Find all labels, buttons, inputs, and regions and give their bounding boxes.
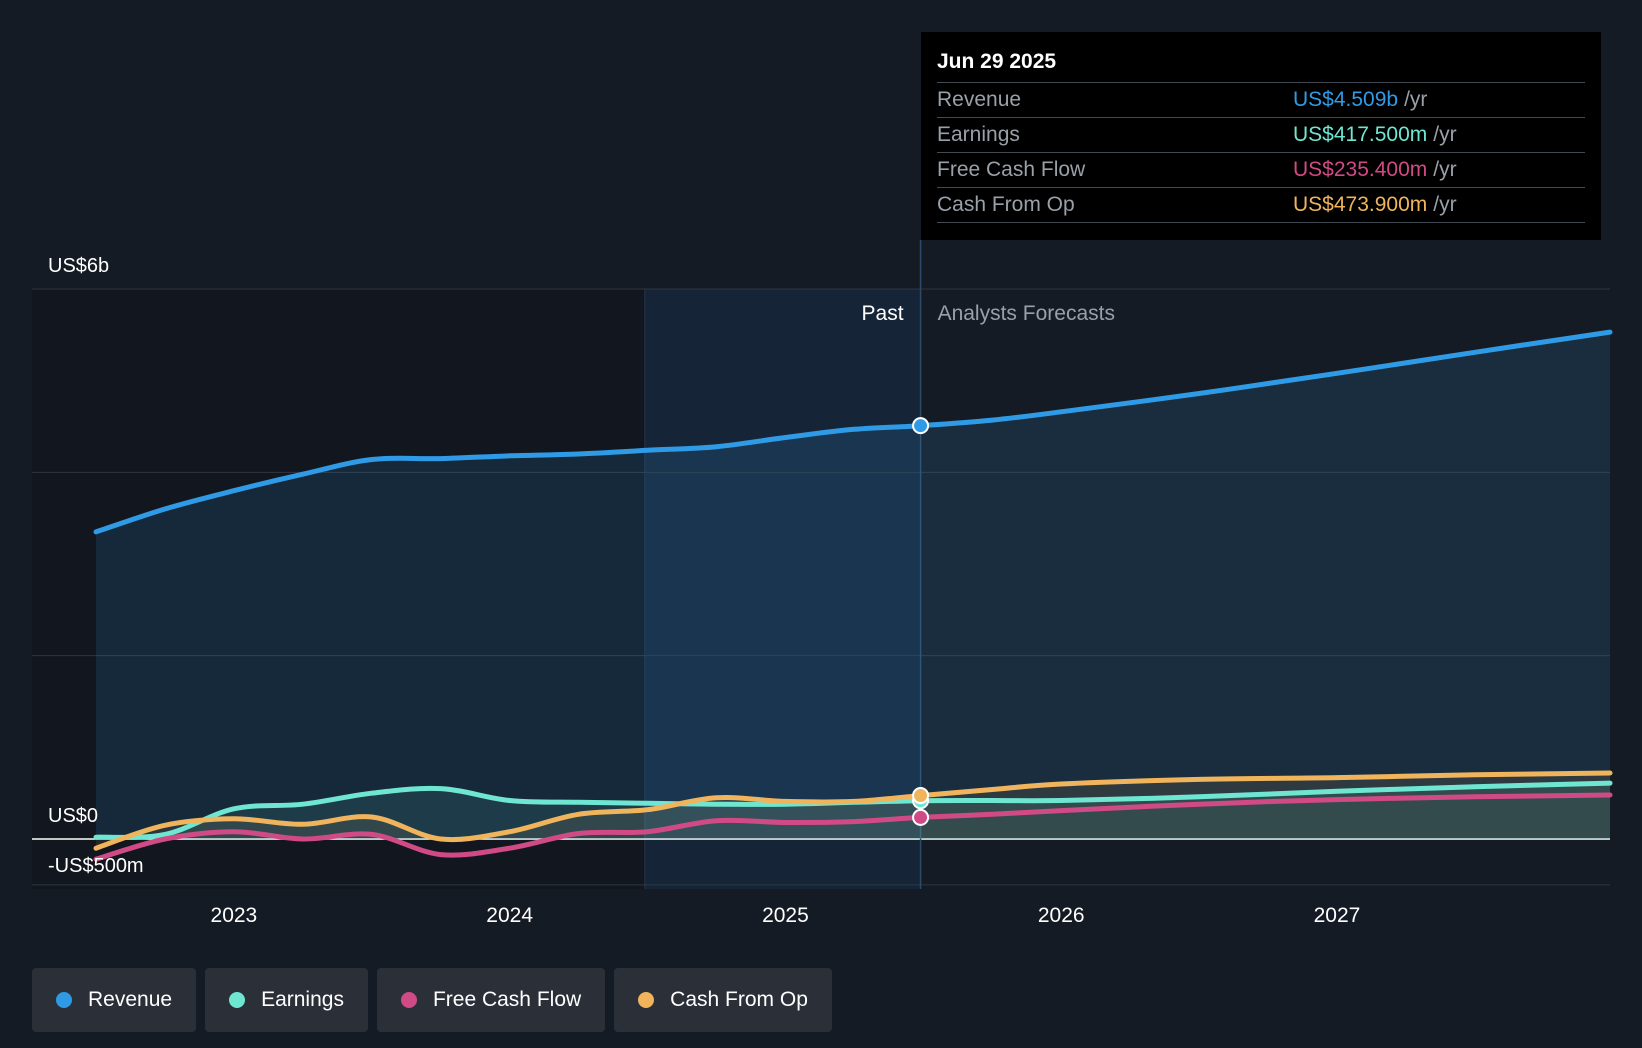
revenue-line bbox=[93, 329, 1613, 535]
earnings-dot-icon bbox=[229, 992, 246, 1008]
tooltip-unit: /yr bbox=[1404, 88, 1428, 111]
past-label: Past bbox=[862, 302, 904, 325]
cfo-dot-icon bbox=[638, 992, 655, 1008]
tooltip-label: Revenue bbox=[937, 88, 1022, 111]
x-axis-tick-label: 2024 bbox=[486, 904, 533, 927]
tooltip-unit: /yr bbox=[1433, 158, 1457, 181]
past-year-highlight bbox=[644, 289, 921, 889]
revenue-marker bbox=[912, 417, 930, 435]
legend-label: Cash From Op bbox=[670, 988, 808, 1011]
tooltip-label: Earnings bbox=[937, 123, 1020, 146]
tooltip-unit: /yr bbox=[1433, 193, 1457, 216]
tooltip-value: US$417.500m bbox=[1293, 123, 1428, 146]
x-axis-tick-label: 2027 bbox=[1314, 904, 1361, 927]
tooltip-row-cfo: Cash From Op US$473.900m /yr bbox=[937, 188, 1585, 223]
y-axis-label: US$6b bbox=[48, 255, 109, 277]
legend-item-earnings[interactable]: Earnings bbox=[205, 968, 368, 1032]
earnings-line bbox=[93, 780, 1613, 840]
tooltip-label: Free Cash Flow bbox=[937, 158, 1086, 181]
fcf-dot-icon bbox=[400, 992, 417, 1008]
tooltip-value: US$473.900m bbox=[1293, 193, 1428, 216]
y-axis-label: -US$500m bbox=[48, 855, 144, 877]
tooltip: Jun 29 2025 Revenue US$4.509b /yr Earnin… bbox=[921, 32, 1601, 240]
tooltip-value: US$4.509b bbox=[1293, 88, 1399, 111]
legend: Revenue Earnings Free Cash Flow Cash Fro… bbox=[32, 968, 832, 1032]
x-axis-tick-label: 2023 bbox=[211, 904, 258, 927]
cfo-line bbox=[93, 770, 1613, 851]
legend-label: Free Cash Flow bbox=[432, 988, 582, 1011]
legend-item-cfo[interactable]: Cash From Op bbox=[614, 968, 832, 1032]
fcf-line bbox=[93, 792, 1613, 862]
revenue-dot-icon bbox=[56, 992, 72, 1008]
tooltip-date: Jun 29 2025 bbox=[937, 46, 1585, 83]
legend-label: Revenue bbox=[88, 988, 173, 1011]
legend-item-fcf[interactable]: Free Cash Flow bbox=[376, 968, 606, 1032]
x-axis-tick-label: 2025 bbox=[762, 904, 809, 927]
tooltip-row-fcf: Free Cash Flow US$235.400m /yr bbox=[937, 153, 1585, 188]
legend-item-revenue[interactable]: Revenue bbox=[32, 968, 197, 1032]
cfo-marker bbox=[912, 787, 930, 805]
tooltip-row-earnings: Earnings US$417.500m /yr bbox=[937, 118, 1585, 153]
fcf-marker bbox=[912, 808, 930, 826]
x-axis-tick-label: 2026 bbox=[1038, 904, 1085, 927]
legend-label: Earnings bbox=[261, 988, 344, 1011]
cfo-area bbox=[96, 773, 1610, 849]
tooltip-row-revenue: Revenue US$4.509b /yr bbox=[937, 83, 1585, 118]
forecast-label: Analysts Forecasts bbox=[938, 302, 1115, 325]
tooltip-unit: /yr bbox=[1433, 123, 1457, 146]
tooltip-value: US$235.400m bbox=[1293, 158, 1428, 181]
tooltip-label: Cash From Op bbox=[937, 193, 1075, 216]
y-axis-label: US$0 bbox=[48, 805, 98, 827]
